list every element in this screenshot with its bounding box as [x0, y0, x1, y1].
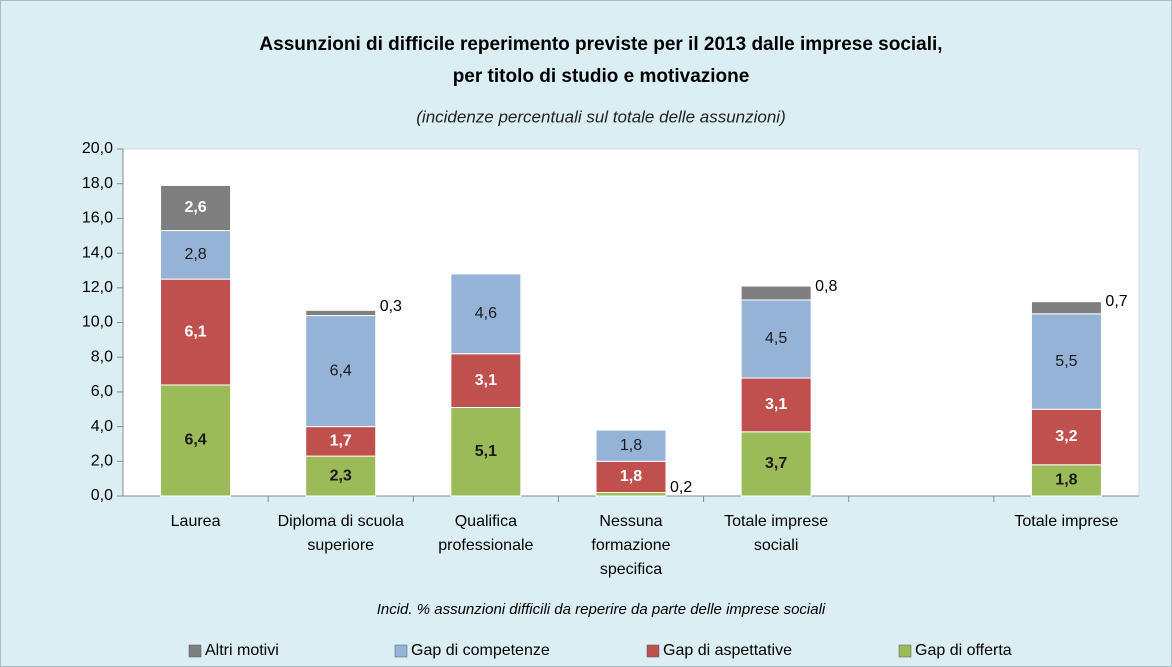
bar-segment [160, 278, 232, 386]
bar-segment [450, 407, 522, 497]
legend-label: Gap di offerta [915, 642, 1012, 659]
data-label: 6,4 [184, 432, 206, 449]
chart-subtitle: (incidenze percentuali sul totale delle … [416, 107, 786, 126]
bar-segment [595, 492, 667, 497]
data-label: 1,8 [620, 468, 642, 485]
data-label: 4,5 [765, 330, 787, 347]
y-tick-label: 12,0 [82, 279, 113, 296]
x-tick-label: Qualifica professionale [438, 513, 534, 554]
y-tick-label: 0,0 [91, 487, 113, 504]
x-tick-label: Totale imprese [1014, 513, 1119, 530]
x-tick-label: Nessuna formazione specifica [591, 513, 671, 578]
bar-segment [740, 377, 812, 433]
y-tick-label: 18,0 [82, 175, 113, 192]
data-label: 1,8 [1055, 472, 1077, 489]
bar-segment [595, 460, 667, 494]
data-label: 1,8 [620, 437, 642, 454]
y-tick-label: 4,0 [91, 418, 113, 435]
bar-segment [1030, 313, 1102, 410]
y-tick-label: 6,0 [91, 383, 113, 400]
bar-segment [305, 426, 377, 457]
x-tick-label: Diploma di scuola superiore [277, 513, 404, 554]
y-tick-label: 14,0 [82, 244, 113, 261]
y-tick-label: 8,0 [91, 348, 113, 365]
data-label: 6,1 [184, 323, 206, 340]
bar-segment [740, 299, 812, 379]
y-tick-label: 20,0 [82, 140, 113, 157]
chart-title: per titolo di studio e motivazione [453, 66, 750, 87]
data-label: 6,4 [330, 362, 352, 379]
x-tick-label: Totale imprese sociali [724, 513, 829, 554]
bar-segment [595, 429, 667, 462]
data-label: 3,2 [1055, 428, 1077, 445]
bar-segment [1030, 301, 1102, 315]
bar-segment [450, 353, 522, 409]
data-label: 3,7 [765, 455, 787, 472]
bar-segment [740, 431, 812, 497]
data-label: 2,6 [184, 199, 206, 216]
chart-title: Assunzioni di difficile reperimento prev… [259, 34, 942, 55]
data-label: 0,3 [380, 298, 402, 315]
bar-segment [1030, 408, 1102, 466]
data-label: 5,5 [1055, 353, 1077, 370]
data-label: 5,1 [475, 443, 497, 460]
y-tick-label: 2,0 [91, 453, 113, 470]
bar-segment [305, 455, 377, 497]
bar-segment [160, 184, 232, 232]
data-label: 3,1 [765, 396, 787, 413]
data-label: 0,8 [815, 278, 837, 295]
data-label: 2,8 [184, 246, 206, 263]
legend-swatch [188, 644, 202, 658]
bar-segment [450, 273, 522, 355]
data-label: 2,3 [330, 467, 352, 484]
y-tick-label: 16,0 [82, 210, 113, 227]
bar-segment [305, 315, 377, 428]
legend-swatch [394, 644, 408, 658]
x-tick-label: Laurea [170, 513, 221, 530]
bar-segment [740, 285, 812, 301]
data-label: 0,7 [1105, 293, 1127, 310]
data-label: 1,7 [330, 433, 352, 450]
legend-label: Altri motivi [205, 642, 279, 659]
legend-swatch [898, 644, 912, 658]
data-label: 0,2 [670, 479, 692, 496]
x-axis-label: Incid. % assunzioni difficili da reperir… [377, 601, 826, 618]
legend-label: Gap di aspettative [663, 642, 792, 659]
data-label: 4,6 [475, 305, 497, 322]
bar-segment [160, 384, 232, 497]
bar-segment [305, 309, 377, 317]
bar-segment [1030, 464, 1102, 497]
legend-label: Gap di competenze [411, 642, 550, 659]
legend-swatch [646, 644, 660, 658]
data-label: 3,1 [475, 372, 497, 389]
y-tick-label: 10,0 [82, 314, 113, 331]
